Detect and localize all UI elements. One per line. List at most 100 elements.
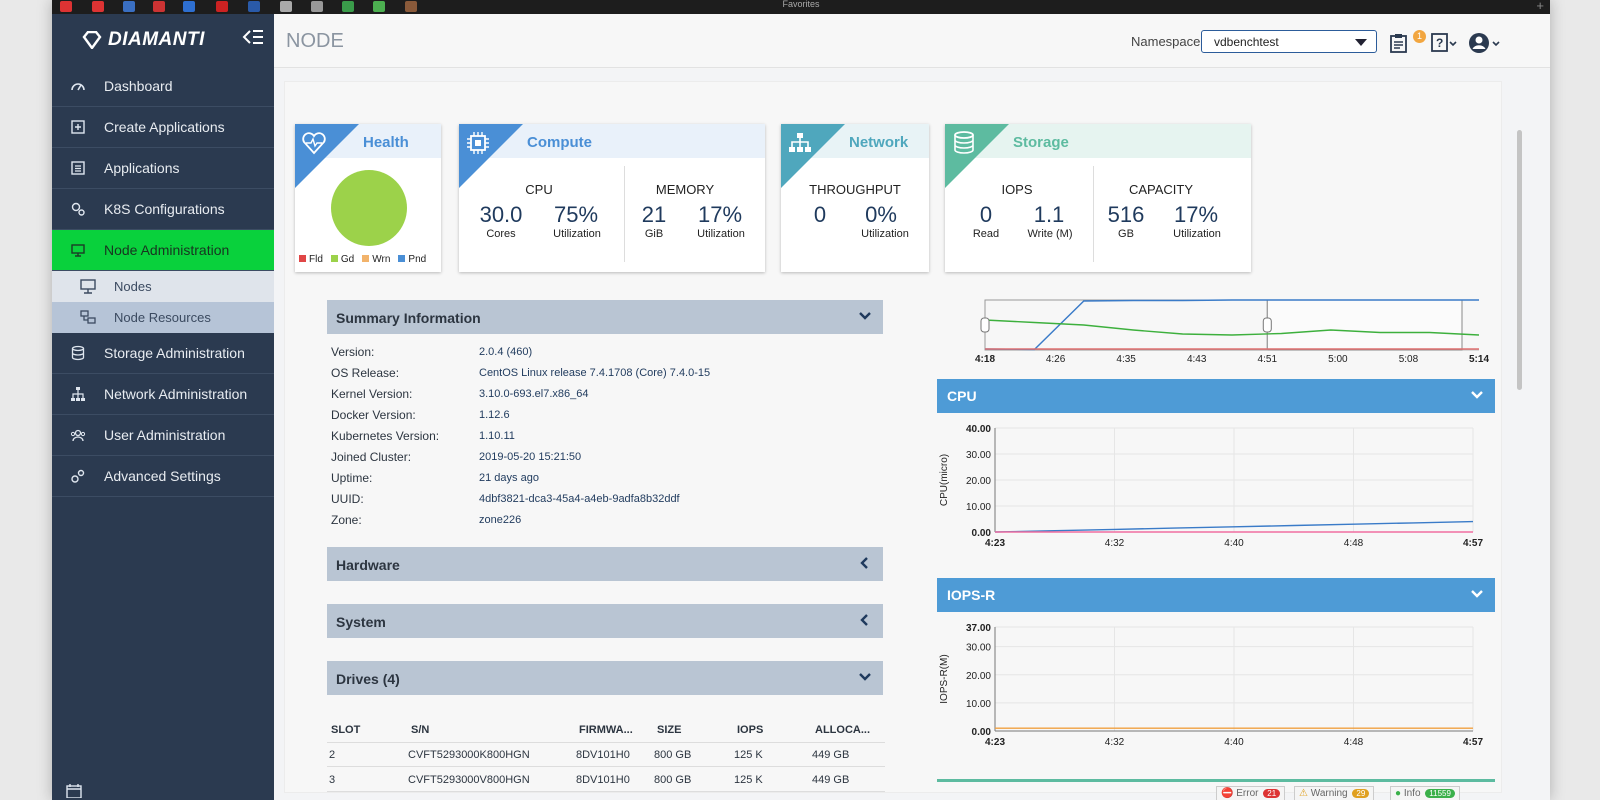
drives-section-header[interactable]: Drives (4) xyxy=(327,661,883,695)
bookmark-icon[interactable] xyxy=(373,1,385,12)
iops-r-chart[interactable]: 0.00 10.00 20.00 30.00 37.00 4:23 4:32 4:40 4:48… xyxy=(937,617,1495,757)
x-tick-label: 4:57 xyxy=(1463,737,1483,748)
iops-r-chart-header[interactable]: IOPS-R xyxy=(937,578,1495,612)
summary-row-value: 1.10.11 xyxy=(479,430,515,442)
database-icon xyxy=(954,131,974,154)
bookmark-icon[interactable] xyxy=(248,1,260,12)
table-cell: 125 K xyxy=(734,774,763,786)
logo[interactable]: DIAMANTI xyxy=(82,29,205,51)
table-header-cell[interactable]: SIZE xyxy=(657,724,682,736)
error-status[interactable]: ⛔ Error 21 xyxy=(1216,786,1286,800)
iops-read-label: Read xyxy=(972,228,1000,240)
new-tab-button[interactable]: + xyxy=(1536,0,1544,13)
sidebar: DIAMANTI Dashboard Create Applications A… xyxy=(52,14,274,800)
sidebar-item-network-administration[interactable]: Network Administration xyxy=(52,374,274,415)
cpu-cores-value: 30.0 xyxy=(479,202,523,227)
table-header-cell[interactable]: S/N xyxy=(411,724,430,736)
y-tick-label: 20.00 xyxy=(966,476,991,487)
y-tick-label: 20.00 xyxy=(966,671,991,682)
capacity-unit: GB xyxy=(1118,228,1134,240)
main-area: NODE Namespace vdbenchtest 1 ? Health xyxy=(274,14,1550,800)
database-icon xyxy=(71,345,85,361)
sidebar-item-create-applications[interactable]: Create Applications xyxy=(52,107,274,148)
chevron-left-icon xyxy=(860,557,868,569)
y-tick-label: 30.00 xyxy=(966,450,991,461)
table-header-cell[interactable]: FIRMWA... xyxy=(579,724,633,736)
info-status[interactable]: ● Info 11559 xyxy=(1390,786,1460,800)
sidebar-item-user-administration[interactable]: User Administration xyxy=(52,415,274,456)
chip-icon xyxy=(467,132,489,154)
sidebar-item-storage-administration[interactable]: Storage Administration xyxy=(52,333,274,374)
summary-row-value: 2019-05-20 15:21:50 xyxy=(479,451,582,463)
user-avatar-icon[interactable] xyxy=(1468,32,1504,54)
network-card[interactable]: Network THROUGHPUT 0 0% Utilization xyxy=(781,124,929,272)
bookmark-icon[interactable] xyxy=(183,1,195,12)
chart-title: IOPS-R xyxy=(947,587,996,603)
sidebar-item-label: Applications xyxy=(104,160,180,176)
summary-row-label: UUID: xyxy=(331,492,364,506)
table-cell: 449 GB xyxy=(812,749,850,761)
sidebar-item-label: K8S Configurations xyxy=(104,201,225,217)
next-chart-header[interactable] xyxy=(937,779,1495,782)
bookmark-icon[interactable] xyxy=(342,1,354,12)
sidebar-item-applications[interactable]: Applications xyxy=(52,148,274,189)
error-count: 21 xyxy=(1263,789,1281,798)
table-cell: 449 GB xyxy=(812,774,850,786)
users-icon xyxy=(70,429,86,442)
calendar-icon[interactable] xyxy=(66,784,82,798)
summary-section-header[interactable]: Summary Information xyxy=(327,300,883,334)
health-pie xyxy=(331,170,407,246)
iops-read-value: 0 xyxy=(979,202,993,227)
warning-icon: ⚠ xyxy=(1299,788,1308,799)
summary-row-label: Uptime: xyxy=(331,471,373,485)
namespace-select[interactable]: vdbenchtest xyxy=(1201,30,1377,53)
bookmark-icon[interactable] xyxy=(60,1,72,12)
table-header-cell[interactable]: SLOT xyxy=(331,724,361,736)
sidebar-item-node-administration[interactable]: Node Administration xyxy=(52,230,274,271)
clipboard-icon[interactable] xyxy=(1388,32,1410,54)
series-line xyxy=(984,319,1480,336)
bookmark-icon[interactable] xyxy=(123,1,135,12)
selection-handle-left xyxy=(980,317,990,333)
table-header-cell[interactable]: IOPS xyxy=(737,724,764,736)
sidebar-subitem-nodes[interactable]: Nodes xyxy=(52,271,274,302)
card-title: Health xyxy=(363,134,409,151)
legend-item-pending: Pnd xyxy=(398,254,426,265)
health-card[interactable]: Health Fld Gd Wrn Pnd xyxy=(295,124,441,272)
table-cell: 3 xyxy=(329,774,336,786)
monitor-icon xyxy=(71,244,85,257)
bookmark-icon[interactable] xyxy=(405,1,417,12)
bookmark-icon[interactable] xyxy=(311,1,323,12)
warning-status[interactable]: ⚠ Warning 29 xyxy=(1294,786,1375,800)
bookmark-icon[interactable] xyxy=(92,1,104,12)
y-axis-label: IOPS-R(M) xyxy=(939,654,950,703)
system-section-header[interactable]: System xyxy=(327,604,883,638)
cpu-chart[interactable]: 0.00 10.00 20.00 30.00 40.00 4:23 4:32 4:40 4:48… xyxy=(937,418,1495,558)
y-tick-label: 30.00 xyxy=(966,643,991,654)
logo-text: DIAMANTI xyxy=(108,29,205,50)
scrollbar-thumb[interactable] xyxy=(1517,130,1522,390)
card-title: Storage xyxy=(1013,134,1069,151)
bookmark-icon[interactable] xyxy=(216,1,228,12)
sidebar-item-advanced-settings[interactable]: Advanced Settings xyxy=(52,456,274,497)
compute-card[interactable]: Compute CPU 30.0 Cores 75% Utilization M… xyxy=(459,124,765,272)
sidebar-item-label: Advanced Settings xyxy=(104,468,221,484)
bookmark-icon[interactable] xyxy=(280,1,292,12)
chevron-down-icon xyxy=(859,673,871,681)
sidebar-item-k8s-configurations[interactable]: K8S Configurations xyxy=(52,189,274,230)
timeline-overview-chart[interactable]: 4:18 4:26 4:35 4:43 4:51 5:00 5:08 5:14 xyxy=(937,294,1497,374)
summary-row-label: Kubernetes Version: xyxy=(331,429,440,443)
sidebar-subitem-node-resources[interactable]: Node Resources xyxy=(52,302,274,333)
collapse-sidebar-icon[interactable] xyxy=(242,28,264,51)
table-header-cell[interactable]: ALLOCA... xyxy=(815,724,870,736)
storage-card[interactable]: Storage IOPS 0 Read 1.1 Write (M) CAPACI… xyxy=(945,124,1251,272)
hardware-section-header[interactable]: Hardware xyxy=(327,547,883,581)
legend-item-good: Gd xyxy=(330,254,354,265)
sidebar-item-dashboard[interactable]: Dashboard xyxy=(52,66,274,107)
help-icon[interactable]: ? xyxy=(1430,32,1460,54)
bookmark-icon[interactable] xyxy=(153,1,165,12)
cpu-chart-header[interactable]: CPU xyxy=(937,379,1495,413)
table-row-line xyxy=(327,766,885,767)
capacity-util-value: 17% xyxy=(1173,202,1219,227)
card-corner xyxy=(459,124,523,188)
